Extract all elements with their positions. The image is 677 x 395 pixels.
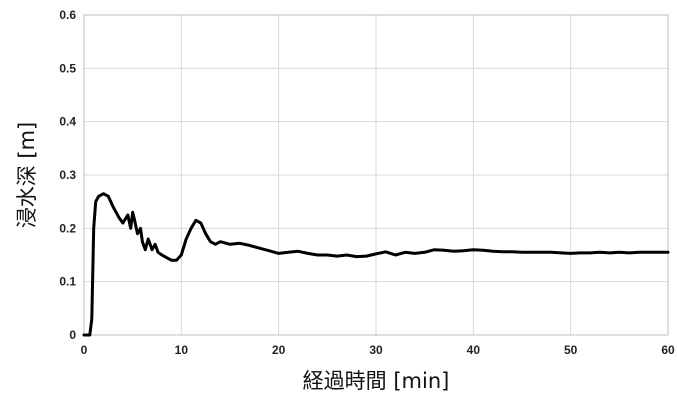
x-tick-label: 20 [272, 343, 286, 357]
x-axis-title: 経過時間 [min] [303, 369, 450, 393]
y-tick-label: 0 [69, 328, 76, 342]
series-line [82, 192, 670, 337]
x-tick-label: 30 [369, 343, 383, 357]
y-axis-title: 浸水深 [m] [15, 122, 39, 229]
y-tick-label: 0.6 [59, 8, 76, 22]
plot-frame [83, 14, 669, 336]
x-tick-label: 60 [661, 343, 675, 357]
y-tick-label: 0.1 [59, 275, 76, 289]
grid-layer [83, 14, 669, 336]
x-tick-label: 40 [467, 343, 481, 357]
y-tick-label: 0.4 [59, 115, 76, 129]
x-tick-label: 10 [175, 343, 189, 357]
y-axis-ticks: 0 0.1 0.2 0.3 0.4 0.5 0.6 [59, 8, 76, 342]
y-tick-label: 0.3 [59, 168, 76, 182]
series-layer [82, 192, 670, 337]
x-axis-ticks: 0 10 20 30 40 50 60 [81, 343, 675, 357]
x-tick-label: 0 [81, 343, 88, 357]
y-tick-label: 0.2 [59, 221, 76, 235]
x-tick-label: 50 [564, 343, 578, 357]
y-tick-label: 0.5 [59, 61, 76, 75]
